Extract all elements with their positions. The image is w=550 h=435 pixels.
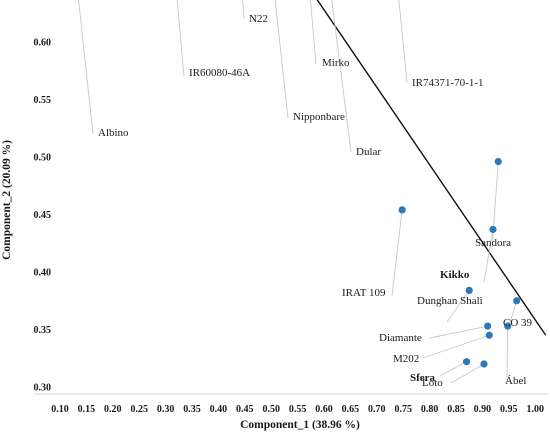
leader-line-irat-109 xyxy=(392,210,402,296)
point-co-39 xyxy=(513,297,520,304)
point-sandora xyxy=(495,158,502,165)
y-tick-label: 0.45 xyxy=(34,210,52,221)
x-axis-title: Component_1 (38.96 %) xyxy=(240,419,360,431)
x-tick-label: 0.80 xyxy=(421,404,439,415)
point-label-m202: M202 xyxy=(393,353,419,365)
point-diamante xyxy=(484,322,491,329)
y-axis-title: Component_2 (20.09 %) xyxy=(1,140,13,260)
point-label-kikko: Kikko xyxy=(440,269,470,281)
y-tick-label: 0.55 xyxy=(34,95,52,106)
leader-line-ir74371-70-1-1 xyxy=(379,0,407,83)
point-dunghan-shali xyxy=(466,287,473,294)
x-tick-label: 0.35 xyxy=(183,404,201,415)
y-tick-label: 0.30 xyxy=(34,383,52,394)
point-label-n22: N22 xyxy=(249,13,268,25)
y-tick-labels: 0.300.350.400.450.500.550.600.650.700.75… xyxy=(34,0,52,394)
point-label-co-39: CO 39 xyxy=(503,317,533,329)
point-label-mirko: Mirko xyxy=(322,57,350,69)
point-label-dular: Dular xyxy=(356,146,381,158)
trend-line xyxy=(60,0,546,335)
leader-line-loto xyxy=(451,364,484,383)
x-tick-labels: 0.10 0.15 0.20 0.25 0.30 0.35 0.40 0.45 0.50 0.55… xyxy=(51,404,544,415)
x-tick-label: 0.30 xyxy=(157,404,175,415)
x-tick-label: 1.00 xyxy=(526,404,544,415)
leader-line--bel xyxy=(507,326,508,380)
data-points xyxy=(64,0,520,368)
x-tick-label: 0.10 xyxy=(51,404,69,415)
y-tick-label: 0.35 xyxy=(34,325,52,336)
x-tick-label: 0.55 xyxy=(289,404,307,415)
point-m202 xyxy=(486,332,493,339)
leader-line-sfera xyxy=(440,362,467,376)
leader-line-diamante xyxy=(430,326,488,338)
x-tick-label: 0.20 xyxy=(104,404,122,415)
x-tick-label: 0.90 xyxy=(474,404,492,415)
point-label-sandora: Sandora xyxy=(475,237,511,249)
x-tick-label: 0.60 xyxy=(315,404,333,415)
point-label-dunghan-shali: Dunghan Shali xyxy=(417,295,483,307)
x-tick-label: 0.75 xyxy=(394,404,412,415)
x-tick-label: 0.25 xyxy=(130,404,148,415)
point-label--bel: Ábel xyxy=(505,375,526,387)
leader-line-m202 xyxy=(423,335,489,358)
x-tick-label: 0.40 xyxy=(210,404,228,415)
x-tick-label: 0.65 xyxy=(342,404,360,415)
x-tick-label: 0.95 xyxy=(500,404,518,415)
point-label-nipponbare: Nipponbare xyxy=(293,111,345,123)
point-kikko xyxy=(489,226,496,233)
point-sfera xyxy=(463,358,470,365)
x-tick-label: 0.50 xyxy=(262,404,280,415)
y-tick-label: 0.60 xyxy=(34,38,52,49)
point-label-loto: Loto xyxy=(422,377,443,389)
leader-line-mirko xyxy=(290,0,316,64)
x-tick-label: 0.45 xyxy=(236,404,254,415)
point-label-ir60080-46a: IR60080-46A xyxy=(189,67,250,79)
leader-line-ir60080-46a xyxy=(158,0,184,76)
x-tick-label: 0.70 xyxy=(368,404,386,415)
point-labels: N22 Mirko IR60080-46A IR74371-70-1-1 Nipponb… xyxy=(98,13,533,389)
leader-line-albino xyxy=(68,0,93,134)
point-label-albino: Albino xyxy=(98,127,129,139)
point-label-diamante: Diamante xyxy=(379,332,422,344)
x-tick-label: 0.85 xyxy=(447,404,465,415)
y-tick-label: 0.50 xyxy=(34,153,52,164)
point-loto xyxy=(480,360,487,367)
point-label-ir74371-70-1-1: IR74371-70-1-1 xyxy=(412,77,484,89)
x-tick-label: 0.15 xyxy=(78,404,96,415)
point-irat-109 xyxy=(399,206,406,213)
leader-line-dular xyxy=(324,0,351,152)
leader-line-n22 xyxy=(218,0,244,19)
label-leader-lines xyxy=(68,0,517,383)
point-label-irat-109: IRAT 109 xyxy=(342,287,386,299)
y-tick-label: 0.40 xyxy=(34,268,52,279)
